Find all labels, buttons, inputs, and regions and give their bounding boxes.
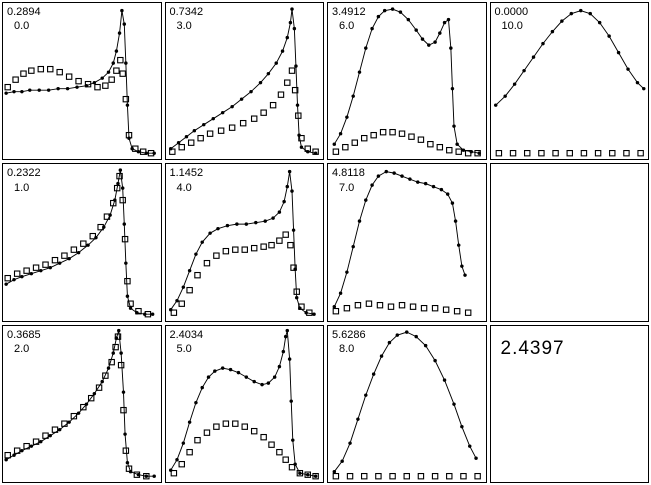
plot-area bbox=[491, 3, 649, 159]
empty-panel bbox=[489, 163, 649, 322]
plot-area bbox=[166, 164, 324, 320]
plot-panel-8: 0.3685 2.0 bbox=[2, 324, 162, 483]
panel-level: 2.0 bbox=[14, 342, 30, 355]
panel-value: 4.8118 bbox=[332, 167, 365, 180]
plot-panel-6: 4.8118 7.0 bbox=[327, 163, 487, 322]
plot-panel-3: 0.0000 10.0 bbox=[489, 2, 649, 161]
plot-area bbox=[3, 3, 161, 159]
panel-level: 10.0 bbox=[501, 20, 523, 33]
panel-labels: 1.1452 4.0 bbox=[170, 166, 204, 195]
panel-labels: 0.0000 10.0 bbox=[495, 5, 529, 34]
panel-level: 5.0 bbox=[176, 342, 192, 355]
result-panel: 2.4397 bbox=[489, 324, 649, 483]
panel-value: 2.4034 bbox=[169, 328, 204, 341]
panel-labels: 0.2322 1.0 bbox=[7, 166, 41, 195]
panel-level: 3.0 bbox=[176, 20, 192, 33]
plot-panel-9: 2.4034 5.0 bbox=[164, 324, 324, 483]
plot-panel-2: 3.4912 6.0 bbox=[327, 2, 487, 161]
plot-panel-0: 0.2894 0.0 bbox=[2, 2, 162, 161]
panel-value: 0.7342 bbox=[169, 6, 204, 18]
panel-value: 0.2322 bbox=[7, 167, 41, 180]
panel-level: 6.0 bbox=[339, 20, 355, 33]
panel-level: 1.0 bbox=[14, 181, 30, 194]
panel-value: 0.3685 bbox=[7, 328, 41, 341]
panel-level: 8.0 bbox=[339, 342, 355, 355]
plot-area bbox=[3, 164, 161, 320]
panel-labels: 2.4034 5.0 bbox=[170, 328, 204, 357]
panel-value: 5.6286 bbox=[332, 328, 366, 341]
panel-value: 0.0000 bbox=[494, 6, 529, 18]
plot-area bbox=[166, 326, 324, 482]
plot-panel-4: 0.2322 1.0 bbox=[2, 163, 162, 322]
panel-value: 3.4912 bbox=[332, 6, 366, 18]
panel-labels: 0.7342 3.0 bbox=[170, 5, 204, 34]
plot-panel-1: 0.7342 3.0 bbox=[164, 2, 324, 161]
panel-level: 7.0 bbox=[339, 181, 355, 194]
plot-area bbox=[3, 326, 161, 482]
plot-area bbox=[328, 164, 486, 320]
panel-value: 0.2894 bbox=[7, 6, 41, 18]
panel-value: 1.1452 bbox=[169, 167, 204, 180]
plot-panel-10: 5.6286 8.0 bbox=[327, 324, 487, 483]
panel-labels: 3.4912 6.0 bbox=[332, 5, 366, 34]
panel-level: 4.0 bbox=[176, 181, 192, 194]
panel-labels: 5.6286 8.0 bbox=[332, 328, 366, 357]
plot-panel-5: 1.1452 4.0 bbox=[164, 163, 324, 322]
plot-area bbox=[166, 3, 324, 159]
plot-area bbox=[328, 326, 486, 482]
panel-level: 0.0 bbox=[14, 20, 30, 33]
panel-labels: 0.3685 2.0 bbox=[7, 328, 41, 357]
panel-labels: 0.2894 0.0 bbox=[7, 5, 41, 34]
panel-labels: 4.8118 7.0 bbox=[332, 166, 365, 195]
plot-area bbox=[328, 3, 486, 159]
result-value: 2.4397 bbox=[500, 337, 565, 359]
